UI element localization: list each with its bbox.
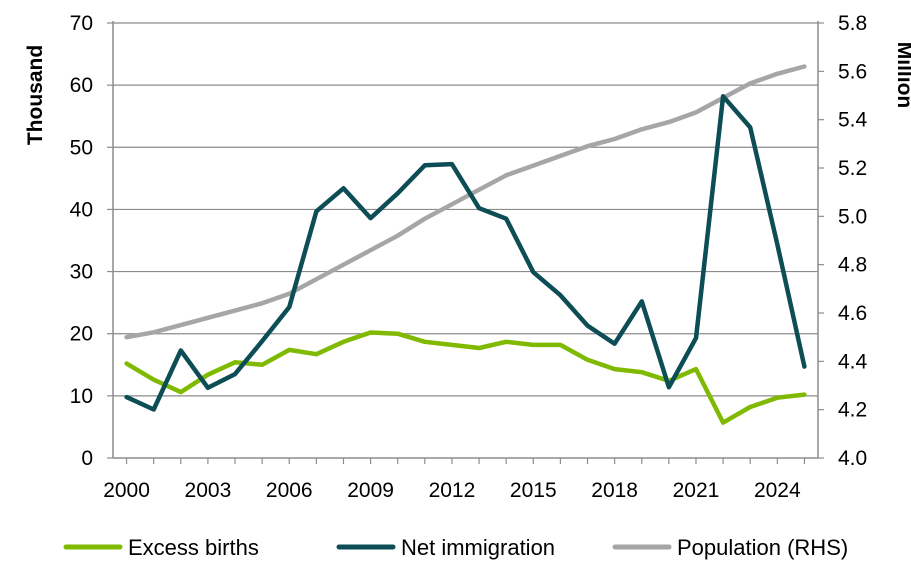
x-tick-label: 2015 [510,479,557,502]
right-y-tick-labels: 4.0 4.2 4.4 4.6 4.8 5.0 5.2 5.4 5.6 5.8 [838,12,868,470]
y-tick-label-right: 4.8 [838,254,867,277]
y-tick-label-left: 30 [70,261,93,284]
y-tick-label-left: 40 [70,198,93,221]
y-tick-label-left: 10 [70,385,93,408]
legend-label: Population (RHS) [677,535,848,560]
series-lines [124,64,807,425]
y-axis-right-title: Million [893,42,911,109]
y-tick-label-left: 0 [81,447,93,470]
legend-label: Excess births [128,535,259,560]
x-tick-labels: 2000 2003 2006 2009 2012 2015 2018 2021 2024 [103,479,801,502]
left-y-tick-labels: 0 10 20 30 40 50 60 70 [70,12,93,470]
x-tick-label: 2009 [347,479,394,502]
series-line-net-immigration [124,94,807,412]
y-tick-label-right: 5.0 [838,205,867,228]
x-tick-label: 2021 [673,479,720,502]
legend-label: Net immigration [401,535,555,560]
series-line-population-rhs [124,64,807,340]
y-tick-label-right: 5.4 [838,109,868,132]
x-tick-label: 2000 [103,479,150,502]
y-tick-label-right: 4.0 [838,447,867,470]
y-tick-label-left: 60 [70,74,93,97]
series-line-excess-births [124,330,807,425]
y-tick-label-left: 20 [70,323,93,346]
axes [107,21,824,464]
legend: Excess births Net immigration Population (… [63,535,848,560]
y-tick-label-left: 70 [70,12,93,35]
x-tick-label: 2003 [185,479,232,502]
y-tick-label-left: 50 [70,136,93,159]
x-tick-label: 2006 [266,479,313,502]
y-tick-label-right: 5.2 [838,157,867,180]
y-axis-left-title: Thousand [24,45,47,145]
y-tick-label-right: 4.2 [838,399,867,422]
x-tick-label: 2018 [591,479,638,502]
y-tick-label-right: 5.6 [838,60,867,83]
y-tick-label-right: 4.6 [838,302,867,325]
gridlines [113,84,818,397]
x-tick-label: 2024 [754,479,801,502]
x-tick-label: 2012 [429,479,476,502]
y-tick-label-right: 4.4 [838,350,868,373]
y-tick-label-right: 5.8 [838,12,867,35]
